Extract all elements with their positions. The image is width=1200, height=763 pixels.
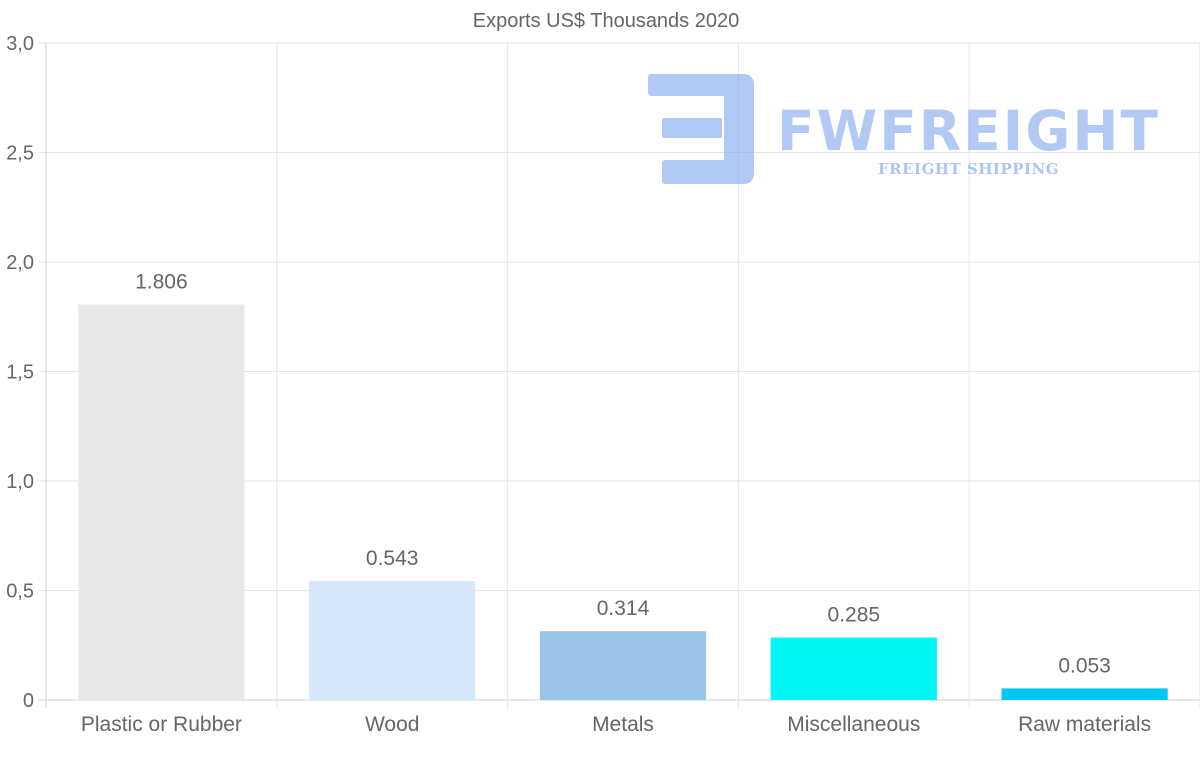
watermark-tagline: FREIGHT SHIPPING <box>878 160 1059 178</box>
bar-value-label: 1.806 <box>135 270 188 293</box>
x-tick-label: Miscellaneous <box>787 713 920 736</box>
y-tick-label: 3,0 <box>6 33 34 55</box>
bar-value-label: 0.543 <box>366 547 419 570</box>
x-tick-label: Plastic or Rubber <box>81 713 242 736</box>
data-labels: 1.806 0.543 0.314 0.285 0.053 <box>135 270 1111 677</box>
x-tick-label: Wood <box>365 713 419 736</box>
bar <box>770 637 937 700</box>
watermark-name: FWFREIGHT <box>777 99 1160 163</box>
x-tick-label: Metals <box>592 713 654 736</box>
bar <box>309 581 476 700</box>
x-axis-labels: Plastic or Rubber Wood Metals Miscellaneous… <box>81 713 1151 736</box>
y-tick-label: 2,5 <box>6 143 34 165</box>
y-tick-label: 2,0 <box>6 252 34 274</box>
bar-value-label: 0.314 <box>597 597 650 620</box>
y-tick-label: 1,0 <box>6 471 34 493</box>
bar-value-label: 0.285 <box>828 604 881 627</box>
watermark-logo: FWFREIGHT FREIGHT SHIPPING <box>648 74 1160 184</box>
y-tick-label: 1,5 <box>6 362 34 384</box>
bar-value-label: 0.053 <box>1058 654 1111 677</box>
y-axis-labels: 0 0,5 1,0 1,5 2,0 2,5 3,0 <box>6 33 34 712</box>
fw-logo-icon <box>648 74 754 184</box>
y-tick-label: 0,5 <box>6 581 34 603</box>
bar <box>539 631 707 700</box>
y-tick-label: 0 <box>23 690 34 712</box>
chart-bars <box>78 304 1168 700</box>
bar <box>1001 688 1168 700</box>
bar <box>78 304 245 700</box>
x-tick-label: Raw materials <box>1018 713 1151 736</box>
chart-title: Exports US$ Thousands 2020 <box>473 10 739 32</box>
